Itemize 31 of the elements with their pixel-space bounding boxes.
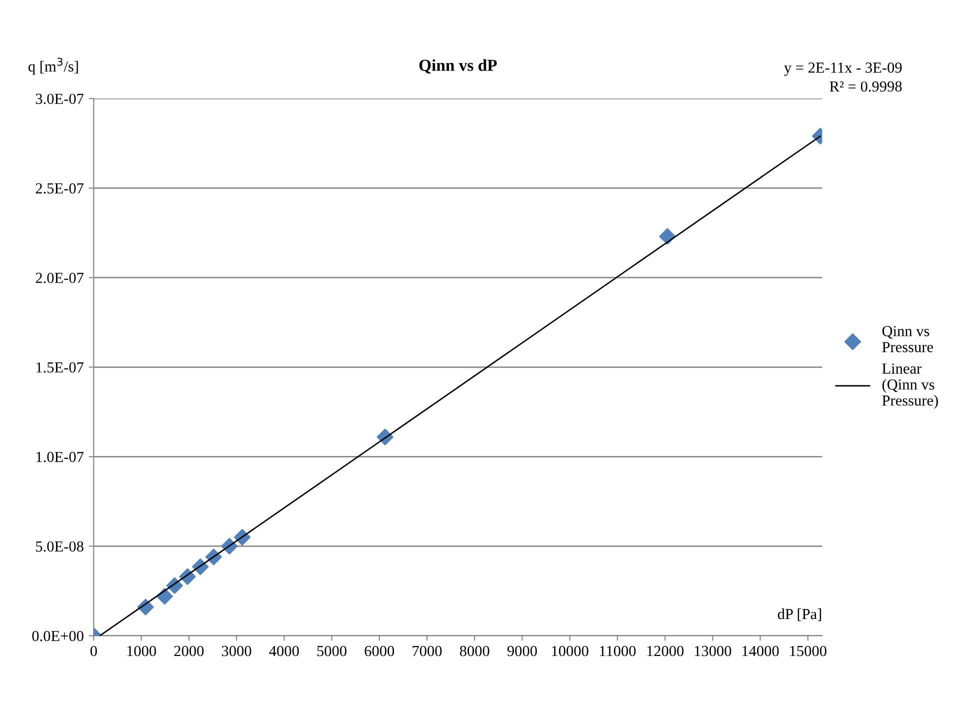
text: R² = 0.9998 bbox=[830, 81, 902, 92]
y-tick-label: 2.0E-07 bbox=[36, 272, 84, 284]
x-tick-label: 0 bbox=[90, 646, 97, 656]
legend-label: Qinn vs Pressure bbox=[882, 326, 933, 352]
text: y = 2E-11x - 3E-09 bbox=[784, 62, 902, 76]
x-tick-label: 13000 bbox=[694, 646, 732, 656]
y-tick-label: 5.0E-08 bbox=[36, 541, 84, 552]
x-tick-label: 8000 bbox=[460, 646, 490, 656]
chart-title: Qinn vs dP bbox=[419, 59, 497, 74]
x-axis-title: dP [Pa] bbox=[778, 608, 822, 622]
x-tick-label: 5000 bbox=[317, 646, 346, 656]
point bbox=[659, 228, 676, 245]
y-tick-label: 2.5E-07 bbox=[36, 183, 84, 194]
x-tick-label: 15000 bbox=[790, 646, 826, 656]
x-tick-label: 11000 bbox=[600, 646, 636, 656]
x-tick-label: 9000 bbox=[507, 646, 537, 656]
x-tick-label: 6000 bbox=[364, 646, 394, 656]
x-tick-label: 14000 bbox=[742, 646, 779, 656]
x-tick-label: 12000 bbox=[647, 646, 684, 656]
x-tick-label: 2000 bbox=[174, 646, 204, 656]
y-tick-label: 0.0E+00 bbox=[32, 630, 84, 642]
x-tick-label: 7000 bbox=[412, 646, 442, 656]
x-tick-label: 4000 bbox=[269, 646, 299, 656]
x-tick-label: 10000 bbox=[552, 646, 588, 656]
y-tick-label: 1.5E-07 bbox=[36, 362, 84, 373]
x-tick-label: 1000 bbox=[127, 646, 156, 656]
y-axis-title: q [m$^{3}$/s] bbox=[28, 58, 78, 75]
legend-label: Linear (Qinn vs Pressure) bbox=[882, 363, 938, 409]
y-tick-label: 1.0E-07 bbox=[36, 452, 84, 462]
y-tick-label: 3.0E-07 bbox=[36, 94, 84, 104]
x-tick-label: 3000 bbox=[222, 646, 252, 656]
